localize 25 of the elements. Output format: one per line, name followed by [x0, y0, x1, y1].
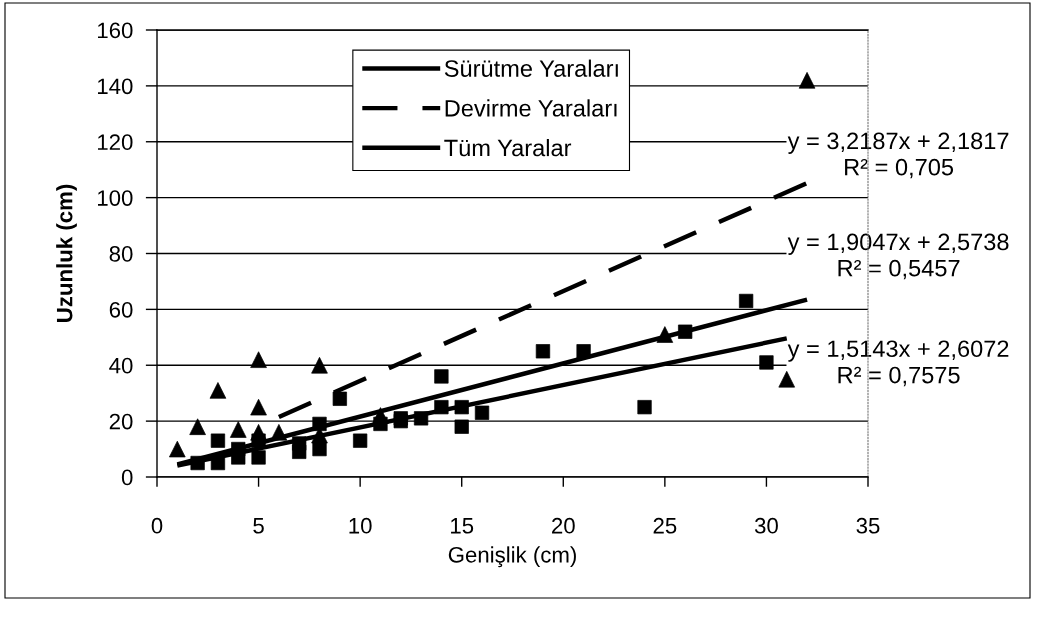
x-tick-label: 35 — [856, 517, 880, 534]
y-tick-label: 100 — [98, 190, 133, 206]
y-tick-label: 0 — [121, 469, 133, 486]
x-tick-label: 25 — [653, 517, 677, 534]
y-tick-label: 60 — [109, 301, 133, 318]
y-tick-label: 160 — [98, 22, 133, 39]
x-tick-label: 20 — [552, 517, 575, 534]
x-tick-label: 15 — [451, 518, 474, 534]
annotation: y = 3,2187x + 2,1817 R² = 0,705 — [787, 132, 1009, 179]
legend-label: Sürütme Yaraları — [444, 59, 618, 77]
y-tick-label: 120 — [98, 134, 133, 151]
y-axis-title: Uzunluk (cm) — [56, 184, 77, 322]
y-tick-label: 140 — [98, 78, 133, 95]
x-tick-label: 5 — [253, 518, 264, 534]
x-tick-label: 0 — [151, 517, 163, 534]
y-tick-label: 80 — [109, 246, 133, 262]
x-tick-label: 30 — [754, 517, 778, 534]
annotation: y = 1,5143x + 2,6072 R² = 0,7575 — [787, 340, 1009, 387]
legend-label: Devirme Yaraları — [445, 99, 617, 117]
x-axis-title: Genişlik (cm) — [448, 546, 576, 568]
legend-label: Tüm Yaralar — [444, 139, 572, 157]
x-tick-label: 10 — [349, 517, 372, 534]
y-tick-label: 20 — [109, 413, 133, 430]
y-tick-label: 40 — [109, 357, 133, 374]
annotation: y = 1,9047x + 2,5738 R² = 0,5457 — [787, 233, 1009, 280]
